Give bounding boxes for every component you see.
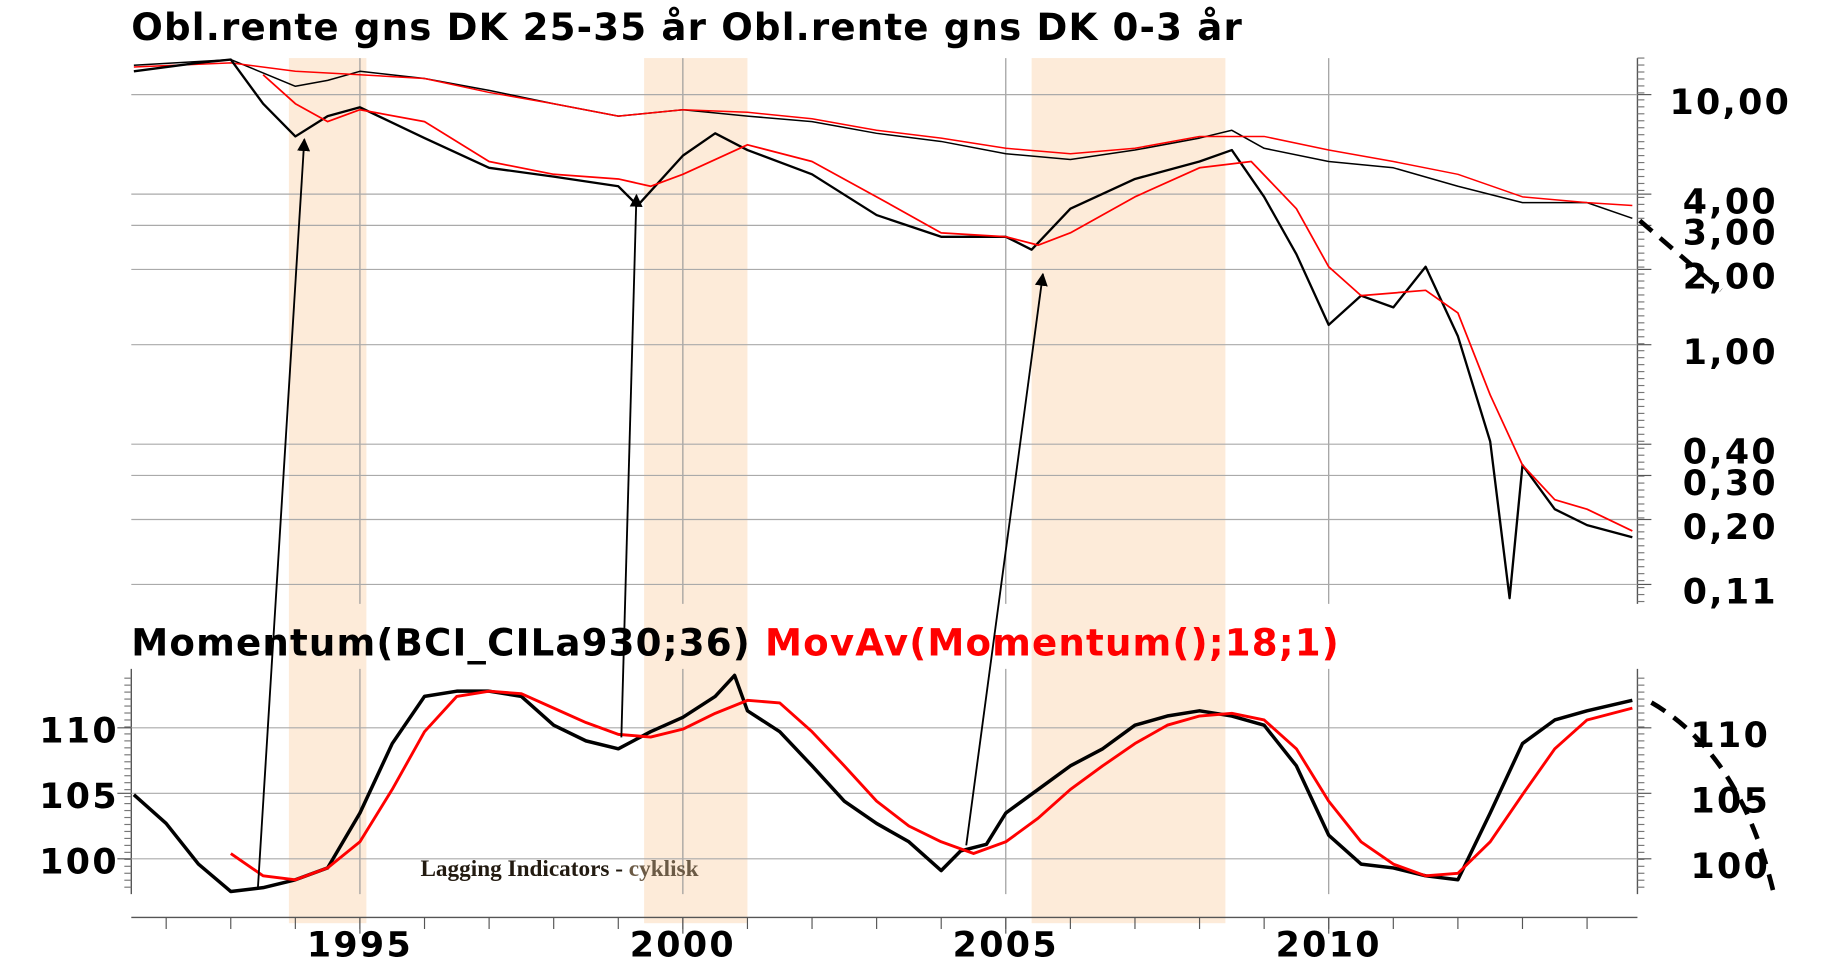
x-tick-label: 2000 — [630, 925, 736, 965]
trend-line — [1638, 218, 1723, 293]
y-tick-label: 100 — [39, 842, 119, 882]
series-line — [133, 62, 1633, 207]
y-tick-label: 2,00 — [1683, 258, 1778, 298]
y-tick-label: 110 — [1691, 716, 1771, 756]
shaded-span — [288, 58, 367, 924]
trend-line — [1650, 700, 1777, 898]
y-tick-label: 105 — [39, 777, 119, 817]
y-tick-label: 100 — [1691, 847, 1771, 887]
y-tick-label: 0,30 — [1683, 464, 1778, 504]
series-line — [229, 689, 1633, 882]
arrow — [965, 272, 1048, 846]
y-tick-label: 3,00 — [1683, 214, 1778, 254]
shaded-span — [644, 58, 748, 924]
y-tick-label: 0,11 — [1683, 573, 1778, 613]
legend-entry: MovAv(Momentum();18;1) — [765, 621, 1340, 664]
bottom-title: Momentum(BCI_CILa930;36) MovAv(Momentum(… — [131, 621, 1340, 664]
legend-entry: Obl.rente gns DK 0-3 år — [721, 6, 1243, 49]
shaded-regions — [288, 58, 1226, 924]
arrow — [620, 193, 643, 738]
trend-dashes — [1638, 218, 1777, 898]
x-tick-label: 2005 — [953, 925, 1059, 965]
arrows — [256, 138, 1048, 889]
series-line — [262, 74, 1633, 532]
x-tick-label: 2010 — [1276, 925, 1382, 965]
y-tick-label: 1,00 — [1683, 333, 1778, 373]
arrow — [256, 138, 311, 889]
series-line — [133, 58, 1633, 220]
annotation: Lagging Indicators - cyklisk — [420, 856, 698, 882]
top-title: Obl.rente gns DK 25-35 år Obl.rente gns … — [131, 6, 1243, 49]
annotation-part: Lagging Indicators - — [420, 856, 623, 882]
annotation-part: cyklisk — [629, 856, 699, 882]
legend-entry: Obl.rente gns DK 25-35 år — [131, 6, 707, 49]
y-tick-label: 0,20 — [1683, 508, 1778, 548]
legend-entry: Momentum(BCI_CILa930;36) — [131, 621, 751, 664]
lines — [132, 58, 1633, 894]
y-tick-label: 10,00 — [1669, 83, 1791, 123]
y-tick-label: 105 — [1691, 782, 1771, 822]
grid — [117, 57, 1652, 934]
y-tick-label: 0,40 — [1683, 433, 1778, 473]
x-tick-label: 1995 — [307, 925, 413, 965]
shaded-span — [1031, 58, 1226, 924]
series-line — [132, 673, 1633, 894]
y-tick-label: 4,00 — [1683, 182, 1778, 222]
y-tick-label: 110 — [39, 711, 119, 751]
